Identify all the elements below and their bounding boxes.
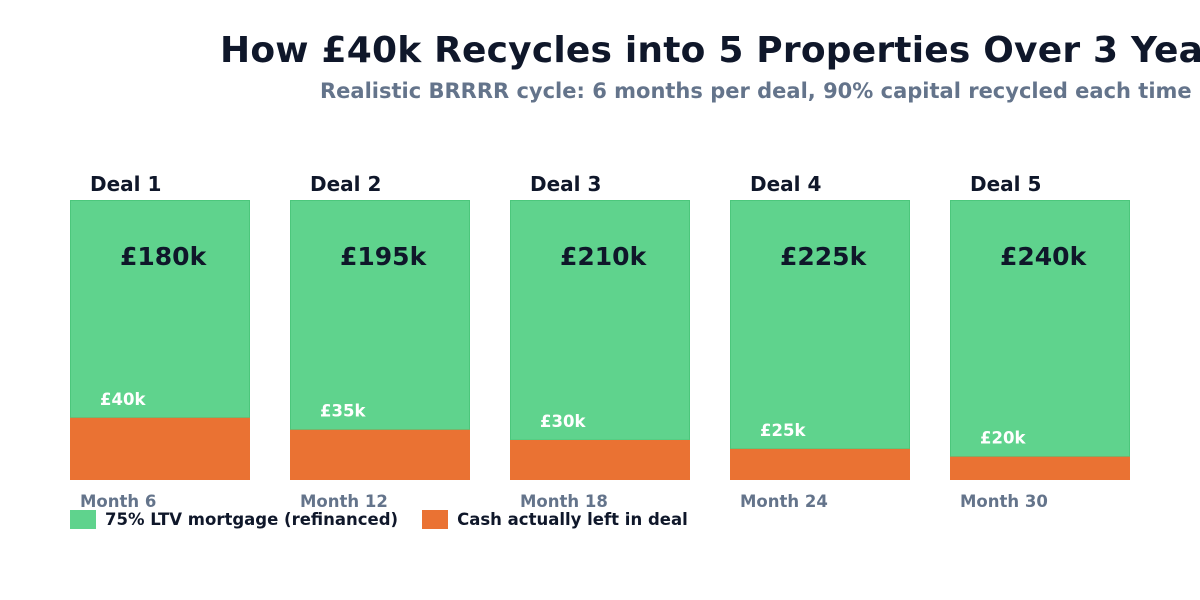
deal-label: Deal 3 [530, 172, 601, 196]
bar-segment-mortgage [950, 200, 1130, 458]
bar-segment-cash [730, 448, 910, 480]
total-value-label: £225k [780, 242, 868, 271]
legend-label-cash: Cash actually left in deal [457, 510, 688, 529]
deal-label: Deal 4 [750, 172, 821, 196]
bar-segment-cash [950, 456, 1130, 480]
deal-label: Deal 1 [90, 172, 161, 196]
cash-value-label: £35k [320, 402, 366, 421]
month-tick-label: Month 6 [80, 492, 156, 511]
cash-value-label: £30k [540, 412, 586, 431]
deal-label: Deal 5 [970, 172, 1041, 196]
legend-swatch-mortgage [70, 510, 96, 529]
bar-segment-cash [510, 440, 690, 480]
legend-swatch-cash [422, 510, 449, 529]
bar-segment-mortgage [730, 200, 910, 450]
bar-segment-mortgage [290, 200, 470, 431]
legend-item-cash: Cash actually left in deal [422, 510, 688, 529]
legend-item-mortgage: 75% LTV mortgage (refinanced) [70, 510, 398, 529]
deal-label: Deal 2 [310, 172, 381, 196]
total-value-label: £195k [340, 242, 428, 271]
cash-value-label: £20k [980, 429, 1026, 448]
bar-segment-cash [290, 429, 470, 480]
total-value-label: £240k [1000, 242, 1088, 271]
chart-title: How £40k Recycles into 5 Properties Over… [220, 30, 1200, 71]
bar-segment-cash [70, 417, 250, 480]
total-value-label: £180k [120, 242, 208, 271]
month-tick-label: Month 18 [520, 492, 608, 511]
chart-subtitle: Realistic BRRRR cycle: 6 months per deal… [320, 79, 1192, 103]
total-value-label: £210k [560, 242, 648, 271]
legend-label-mortgage: 75% LTV mortgage (refinanced) [105, 510, 399, 529]
month-tick-label: Month 12 [300, 492, 388, 511]
cash-value-label: £25k [760, 421, 806, 440]
bar-segment-mortgage [510, 200, 690, 441]
month-tick-label: Month 24 [740, 492, 828, 511]
month-tick-label: Month 30 [960, 492, 1048, 511]
chart-legend: 75% LTV mortgage (refinanced) Cash actua… [70, 510, 712, 529]
bar-segment-mortgage [70, 200, 250, 419]
cash-value-label: £40k [100, 390, 146, 409]
